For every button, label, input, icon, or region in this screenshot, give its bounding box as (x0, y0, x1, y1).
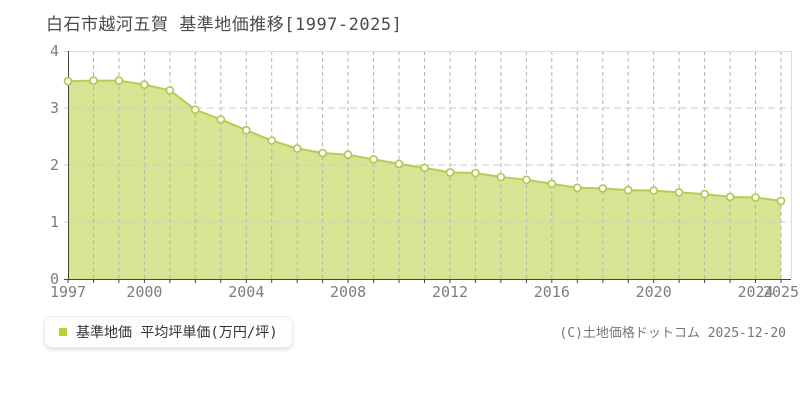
data-point-marker (63, 76, 73, 86)
data-point-marker (700, 189, 709, 199)
x-tick-label: 1997 (50, 283, 86, 301)
x-tick-label: 2024 (737, 283, 773, 301)
x-tick-label: 2016 (534, 283, 570, 301)
y-tick-label: 0 (50, 270, 59, 288)
data-point-marker (369, 155, 378, 164)
data-point-marker (191, 105, 200, 114)
data-point-marker (267, 136, 277, 145)
y-tick-label: 3 (50, 99, 59, 117)
y-tick-label: 1 (50, 213, 59, 231)
data-point-marker (598, 184, 608, 193)
data-point-marker (547, 179, 557, 189)
data-point-marker (674, 188, 684, 197)
data-point-marker (572, 183, 582, 193)
data-point-marker (242, 125, 251, 135)
data-point-marker (394, 159, 404, 169)
data-point-marker (114, 76, 124, 85)
x-tick-label: 2012 (432, 283, 468, 301)
data-point-marker (471, 168, 480, 178)
x-tick-label: 2025 (763, 283, 799, 301)
x-tick-label: 2008 (330, 283, 366, 301)
copyright-text: (C)土地価格ドットコム 2025-12-20 (559, 326, 786, 341)
data-point-marker (140, 80, 149, 89)
data-point-marker (623, 185, 633, 195)
data-point-marker (776, 196, 786, 206)
legend-label: 基準地価 平均坪単価(万円/坪) (76, 325, 278, 341)
data-point-marker (751, 193, 760, 202)
data-point-marker (292, 144, 302, 153)
data-point-marker (165, 86, 175, 95)
data-point-marker (522, 175, 531, 185)
data-point-marker (725, 192, 735, 202)
data-point-marker (343, 150, 353, 159)
x-tick-label: 2000 (126, 283, 162, 301)
y-tick-label: 2 (50, 156, 59, 174)
price-trend-chart: 0 1 2 3 4 1997 2000 2004 2008 2012 2016 2020 2024202… (50, 42, 799, 301)
data-point-marker (420, 163, 429, 173)
data-point-marker (216, 115, 226, 124)
x-tick-label: 2004 (228, 283, 264, 301)
data-point-marker (318, 148, 327, 158)
chart-title: 白石市越河五賀 基準地価推移[1997-2025] (46, 15, 403, 35)
data-point-marker (89, 76, 98, 85)
series-marker-icon (59, 328, 67, 336)
data-point-marker (649, 186, 659, 195)
y-tick-label: 4 (50, 42, 59, 60)
x-tick-label: 2020 (636, 283, 672, 301)
data-point-marker (445, 168, 455, 177)
data-point-marker (496, 172, 506, 182)
legend-box: 基準地価 平均坪単価(万円/坪) (44, 316, 293, 348)
